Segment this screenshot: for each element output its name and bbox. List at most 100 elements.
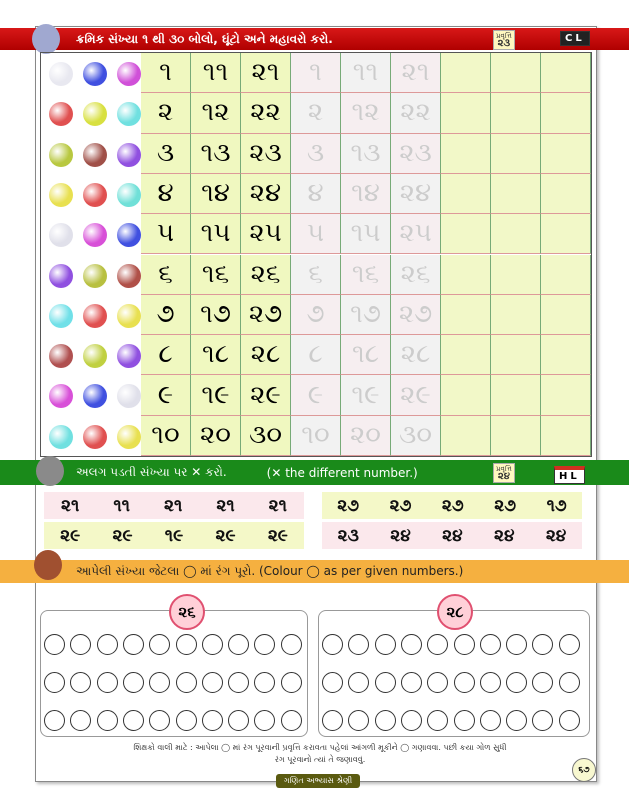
colour-circle[interactable] [532, 634, 554, 655]
odd-number[interactable]: ૨૪ [442, 525, 463, 546]
colour-circle[interactable] [558, 634, 580, 655]
practice-cell[interactable] [491, 294, 541, 336]
practice-cell[interactable] [491, 133, 541, 174]
practice-cell[interactable] [541, 294, 591, 336]
practice-cell[interactable] [441, 294, 491, 336]
trace-cell[interactable]: ૨૯ [391, 375, 441, 416]
colour-circle[interactable] [280, 634, 302, 655]
trace-cell[interactable]: ૩ [291, 133, 341, 174]
practice-cell[interactable] [441, 254, 491, 295]
practice-cell[interactable] [491, 93, 541, 134]
trace-cell[interactable]: ૯ [291, 375, 341, 416]
trace-cell[interactable]: ૨૩ [391, 133, 441, 174]
practice-cell[interactable] [541, 214, 591, 255]
colour-circle[interactable] [201, 710, 223, 731]
colour-circle[interactable] [322, 672, 343, 693]
odd-number[interactable]: ૨૯ [60, 525, 81, 546]
colour-circle[interactable] [44, 710, 65, 731]
colour-circle[interactable] [96, 634, 118, 655]
odd-number[interactable]: ૨૧ [61, 495, 80, 516]
practice-cell[interactable] [491, 214, 541, 255]
trace-cell[interactable]: ૧૫ [341, 214, 391, 255]
trace-cell[interactable]: ૧૪ [341, 173, 391, 215]
practice-cell[interactable] [491, 53, 541, 94]
colour-circle[interactable] [453, 634, 475, 655]
colour-circle[interactable] [558, 710, 580, 731]
odd-number[interactable]: ૨૪ [390, 525, 411, 546]
odd-number[interactable]: ૨૭ [337, 495, 360, 516]
trace-cell[interactable]: ૨૬ [391, 254, 441, 295]
colour-circle[interactable] [254, 710, 276, 731]
practice-cell[interactable] [441, 375, 491, 416]
odd-number[interactable]: ૨૪ [545, 525, 567, 546]
colour-circle[interactable] [479, 634, 501, 655]
colour-circle[interactable] [479, 672, 501, 693]
odd-number[interactable]: ૨૭ [494, 495, 517, 516]
trace-cell[interactable]: ૧૩ [341, 133, 391, 174]
odd-number[interactable]: ૨૩ [337, 525, 359, 546]
trace-cell[interactable]: ૧૧ [341, 53, 391, 94]
trace-cell[interactable]: ૧૬ [341, 254, 391, 295]
colour-circle[interactable] [532, 710, 554, 731]
odd-number[interactable]: ૨૯ [267, 525, 288, 546]
trace-cell[interactable]: ૬ [291, 254, 341, 295]
colour-circle[interactable] [70, 634, 92, 655]
trace-cell[interactable]: ૩૦ [391, 415, 441, 456]
colour-circle[interactable] [122, 672, 144, 693]
trace-cell[interactable]: ૧૮ [341, 335, 391, 376]
trace-cell[interactable]: ૨૭ [391, 294, 441, 336]
colour-circle[interactable] [348, 634, 370, 655]
colour-circle[interactable] [427, 710, 449, 731]
colour-circle[interactable] [280, 710, 302, 731]
colour-circle[interactable] [479, 710, 501, 731]
colour-circle[interactable] [453, 710, 475, 731]
practice-cell[interactable] [541, 53, 591, 94]
colour-circle[interactable] [400, 672, 422, 693]
colour-circle[interactable] [427, 672, 449, 693]
practice-cell[interactable] [541, 415, 591, 456]
colour-circle[interactable] [201, 672, 223, 693]
colour-circle[interactable] [228, 672, 250, 693]
colour-circle[interactable] [122, 634, 144, 655]
trace-cell[interactable]: ૫ [291, 214, 341, 255]
practice-cell[interactable] [491, 335, 541, 376]
trace-cell[interactable]: ૨ [291, 93, 341, 134]
colour-circle[interactable] [70, 710, 92, 731]
practice-cell[interactable] [441, 173, 491, 215]
practice-cell[interactable] [541, 173, 591, 215]
colour-circle[interactable] [149, 672, 171, 693]
odd-number[interactable]: ૧૭ [546, 495, 567, 516]
odd-number[interactable]: ૨૯ [215, 525, 236, 546]
practice-cell[interactable] [491, 173, 541, 215]
practice-cell[interactable] [441, 53, 491, 94]
trace-cell[interactable]: ૮ [291, 335, 341, 376]
practice-cell[interactable] [541, 93, 591, 134]
practice-cell[interactable] [441, 93, 491, 134]
colour-circle[interactable] [374, 672, 396, 693]
odd-number[interactable]: ૨૭ [441, 495, 464, 516]
colour-circle[interactable] [400, 710, 422, 731]
trace-cell[interactable]: ૨૪ [391, 173, 441, 215]
practice-cell[interactable] [541, 254, 591, 295]
colour-circle[interactable] [453, 672, 475, 693]
colour-circle[interactable] [175, 672, 197, 693]
colour-circle[interactable] [254, 634, 276, 655]
odd-number[interactable]: ૧૯ [164, 525, 184, 546]
trace-cell[interactable]: ૨૦ [341, 415, 391, 456]
practice-cell[interactable] [441, 415, 491, 456]
colour-circle[interactable] [558, 672, 580, 693]
trace-cell[interactable]: ૨૮ [391, 335, 441, 376]
colour-circle[interactable] [228, 710, 250, 731]
odd-number[interactable]: ૨૧ [164, 495, 183, 516]
colour-circle[interactable] [506, 710, 528, 731]
colour-circle[interactable] [96, 710, 118, 731]
colour-circle[interactable] [348, 710, 370, 731]
colour-circle[interactable] [506, 672, 528, 693]
colour-circle[interactable] [201, 634, 223, 655]
practice-cell[interactable] [441, 335, 491, 376]
practice-cell[interactable] [491, 375, 541, 416]
colour-circle[interactable] [400, 634, 422, 655]
colour-circle[interactable] [175, 634, 197, 655]
trace-cell[interactable]: ૧૯ [341, 375, 391, 416]
colour-circle[interactable] [122, 710, 144, 731]
